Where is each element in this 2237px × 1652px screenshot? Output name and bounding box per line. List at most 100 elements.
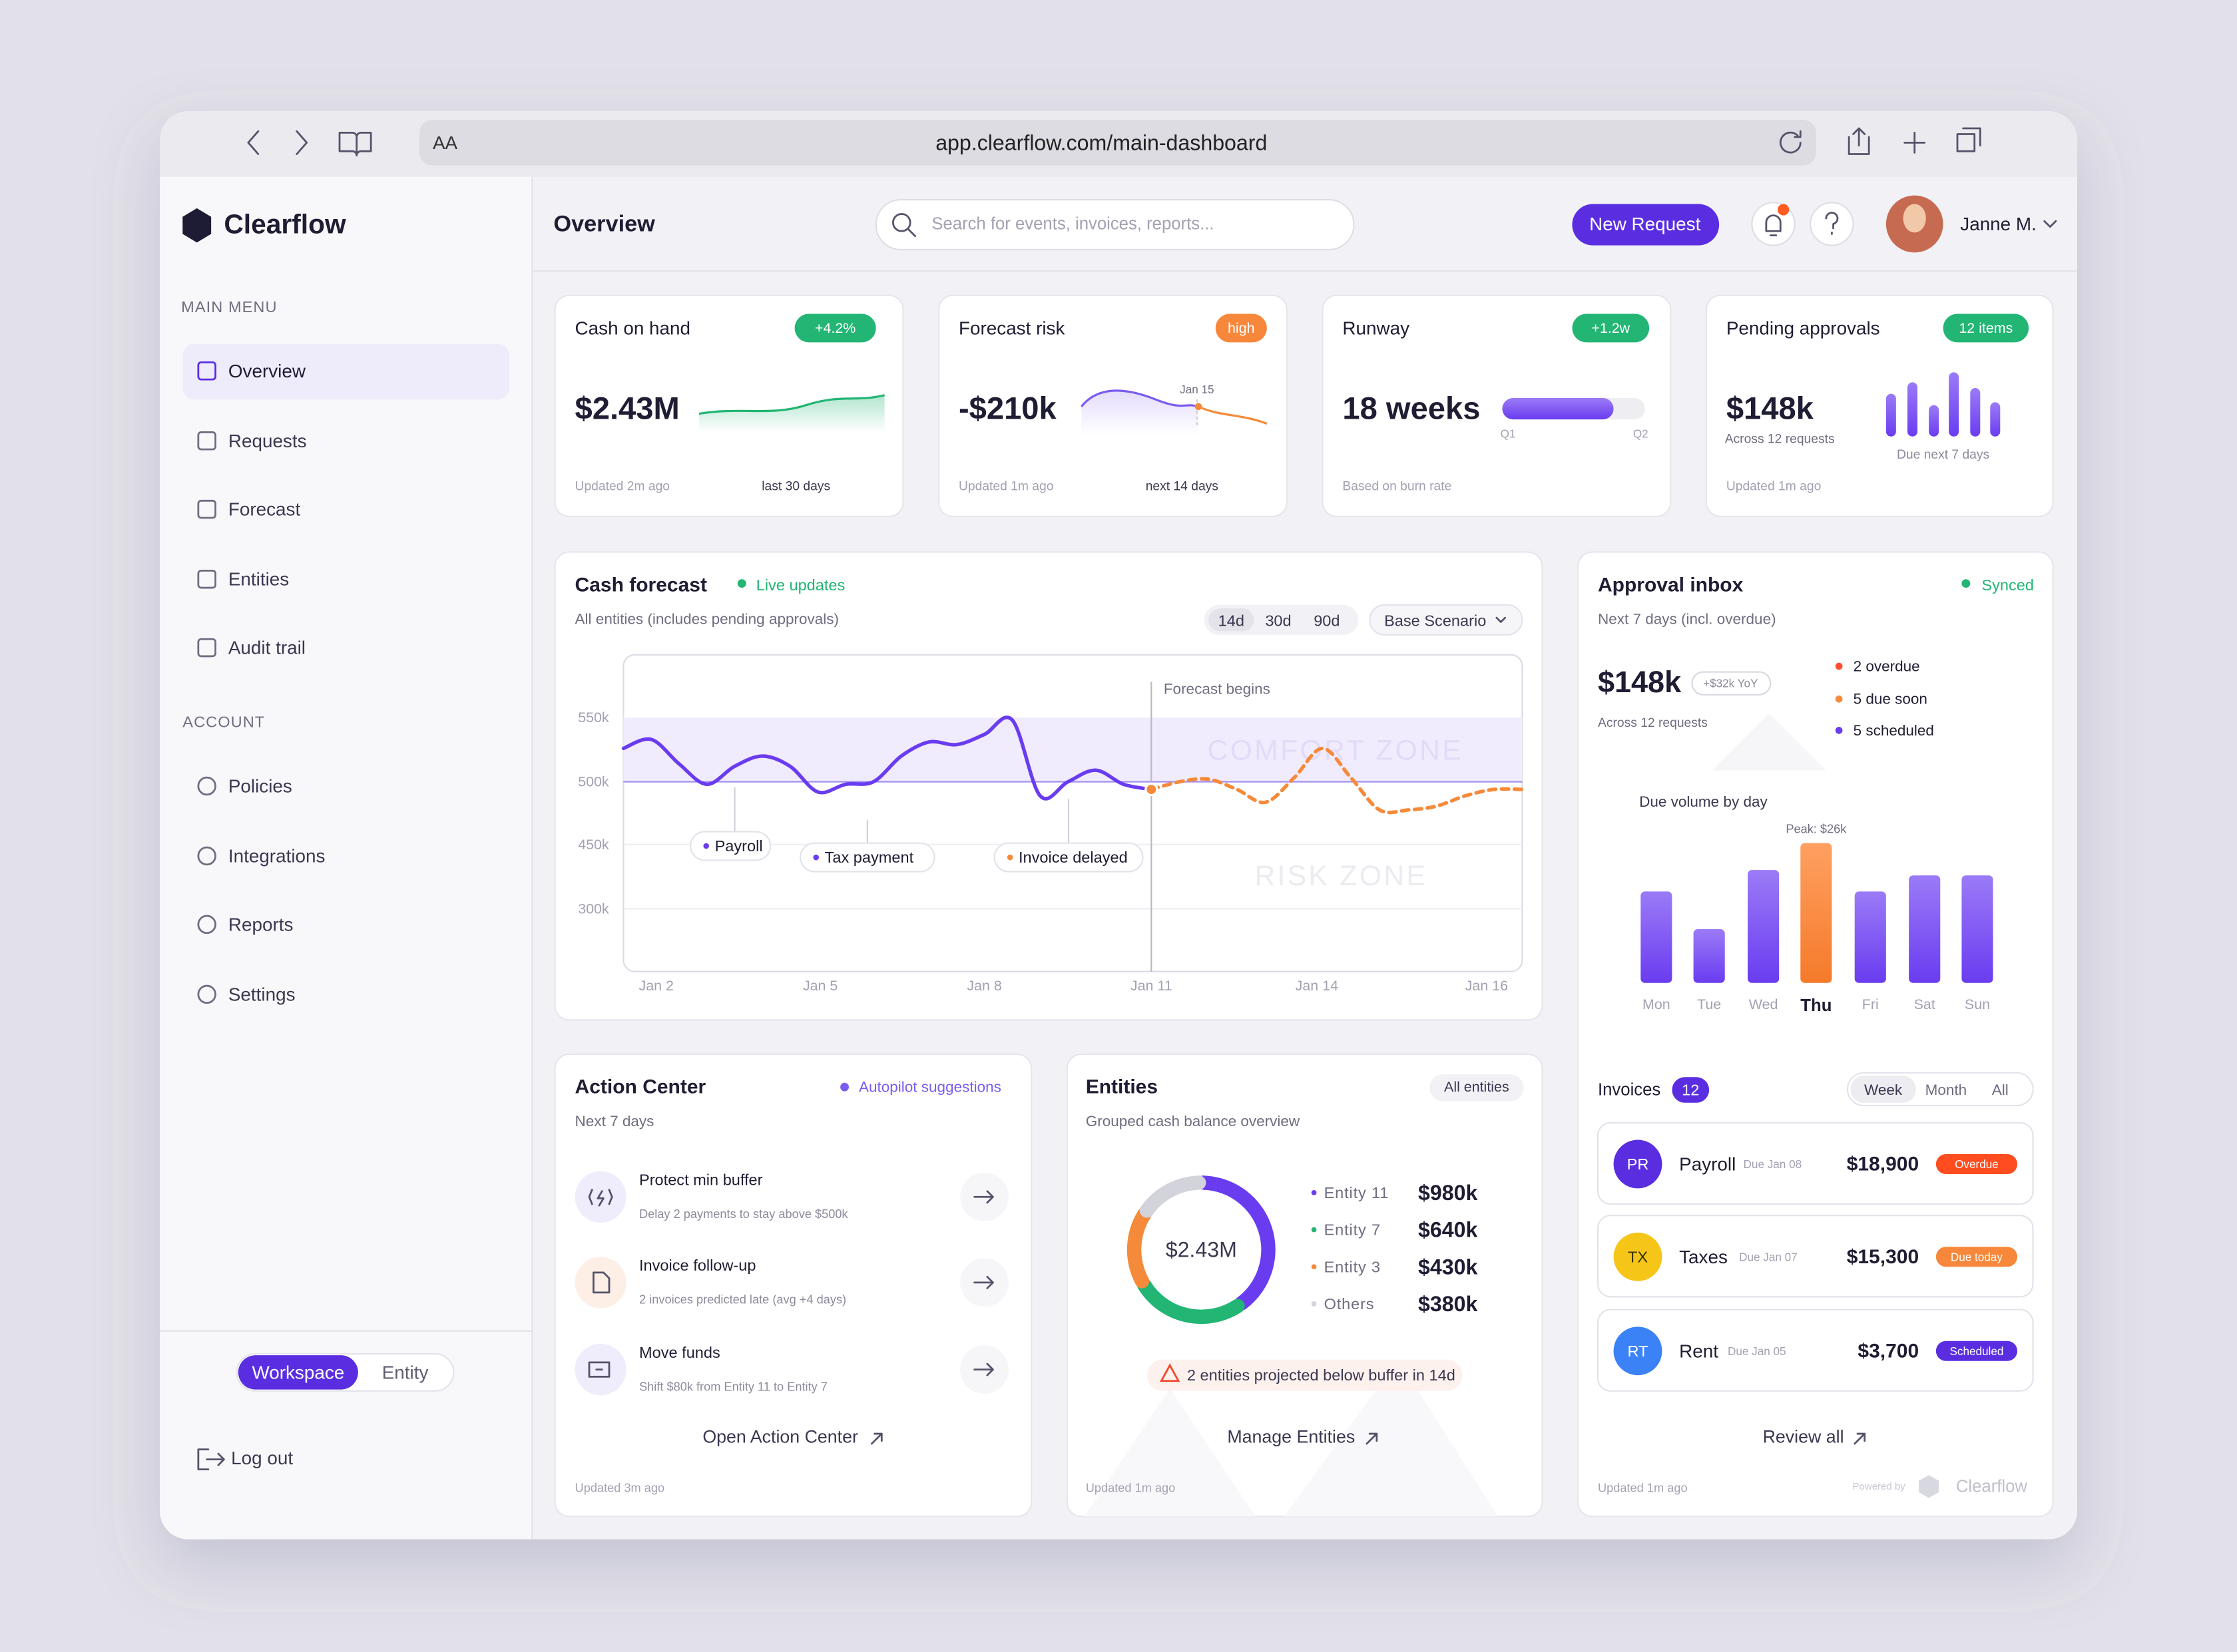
user-chevron[interactable] [2043,220,2057,228]
search-placeholder: Search for events, invoices, reports... [931,215,1214,234]
toggle-option[interactable]: Entity [382,1362,429,1382]
action-detail: Delay 2 payments to stay above $500k [639,1207,849,1221]
filter-option[interactable]: Month [1925,1082,1967,1098]
bar [1640,891,1672,983]
entity-filter[interactable] [1429,1074,1524,1102]
logout-icon[interactable] [197,1448,225,1471]
warning-icon [1159,1363,1180,1382]
forecast-start [1144,782,1158,797]
event-dot [703,843,709,849]
new-request-button[interactable] [1572,204,1720,246]
link[interactable]: Review all [1763,1426,1844,1446]
url-bar[interactable] [419,120,1816,166]
range-option[interactable]: 14d [1218,612,1244,629]
kpi-title: Pending approvals [1726,317,1880,338]
bar [1800,843,1832,983]
legend-value: $430k [1418,1255,1477,1279]
menu-item[interactable]: Forecast [228,499,301,520]
bar [1854,891,1886,983]
browser-actions[interactable] [1848,127,1981,155]
card-subtitle: Next 7 days [575,1113,654,1130]
kpi-badge-label: high [1228,320,1255,336]
action-buttons[interactable] [960,1172,1009,1394]
bar [1909,875,1941,983]
sparkline [698,394,885,415]
invoice-amount: $15,300 [1847,1246,1919,1268]
bookmarks[interactable] [338,131,372,157]
y-tick-label: 300k [578,901,609,917]
scenario[interactable]: Base Scenario [1384,612,1486,629]
breakdown-item: 2 overdue [1854,658,1920,674]
reload[interactable] [1779,130,1802,154]
entity-filter-label[interactable]: All entities [1444,1079,1509,1095]
status: Synced [1981,576,2034,594]
section-label: MAIN MENU [181,298,277,315]
kpi-value: 18 weeks [1342,390,1480,425]
approval-bars [1885,372,2001,437]
legend-name: Entity 7 [1324,1221,1381,1239]
scenario-select[interactable] [1369,604,1523,636]
legend-dot [1311,1189,1317,1195]
zone-label: COMFORT ZONE [1207,734,1463,766]
filter-option[interactable]: Week [1864,1082,1903,1098]
invoice-due: Due Jan 08 [1744,1157,1802,1171]
range-option[interactable]: 90d [1314,612,1340,629]
donut-segment [1137,1278,1245,1325]
event-label: Tax payment [825,849,914,866]
risk-line [1198,405,1268,425]
menu-icon [197,431,216,451]
kpi-scale: Q2 [1633,427,1648,441]
filter-option[interactable]: All [1992,1082,2009,1098]
invoice-avatar [1613,1232,1662,1281]
help[interactable] [1810,202,1854,246]
invoice-row[interactable] [1597,1215,2034,1298]
menu-item[interactable]: Audit trail [228,638,306,658]
event-label: Invoice delayed [1019,849,1128,866]
x-tick-label: Jan 5 [803,978,838,994]
kpi-updated: Updated 2m ago [575,479,670,493]
menu-item[interactable]: Requests [228,431,307,451]
link-arrows[interactable] [870,1432,1866,1445]
range-option[interactable]: 30d [1265,612,1291,629]
legend-value: $640k [1418,1218,1477,1242]
bell [1765,214,1782,237]
user-name[interactable]: Janne M. [1960,214,2037,234]
sparkline-area [699,395,885,433]
y-tick-label: 450k [578,837,609,853]
warning: 2 entities projected below buffer in 14d [1187,1366,1455,1384]
menu-item[interactable]: Integrations [228,846,326,867]
logout[interactable]: Log out [231,1448,293,1468]
actual-line [621,716,1153,801]
menu-icon [197,638,216,658]
inbox-change: +$32k YoY [1703,677,1758,690]
mode-active[interactable] [238,1355,358,1390]
action-title[interactable]: Protect min buffer [639,1171,763,1189]
menu-item[interactable]: Entities [228,569,289,590]
menu-item[interactable]: Settings [228,984,296,1004]
nav-arrows[interactable] [247,130,308,155]
button-label[interactable]: New Request [1589,214,1700,234]
invoice-row[interactable] [1597,1309,2034,1392]
menu-item[interactable]: Reports [228,914,294,934]
filter-active[interactable] [1850,1076,1916,1103]
toggle-option[interactable]: Workspace [252,1362,344,1382]
kpi-card [554,294,904,517]
legend-name: Others [1324,1295,1375,1313]
menu-item[interactable]: Overview [228,361,306,381]
invoice-initials: RT [1628,1342,1648,1360]
event-dot [1007,854,1013,861]
invoice-row[interactable] [1597,1122,2034,1205]
search[interactable] [875,198,1355,251]
legend-name: Entity 11 [1324,1184,1389,1201]
link[interactable]: Open Action Center [702,1426,858,1446]
event-connectors [734,787,1070,843]
range-active[interactable] [1208,608,1254,632]
action-title[interactable]: Invoice follow-up [639,1257,756,1274]
action-title[interactable]: Move funds [639,1344,720,1361]
link[interactable]: Manage Entities [1227,1426,1355,1446]
kpi-marker: Jan 15 [1180,383,1214,396]
menu-item[interactable]: Policies [228,775,292,796]
legend-value: $380k [1418,1292,1477,1316]
x-tick-label: Jan 14 [1296,978,1338,994]
